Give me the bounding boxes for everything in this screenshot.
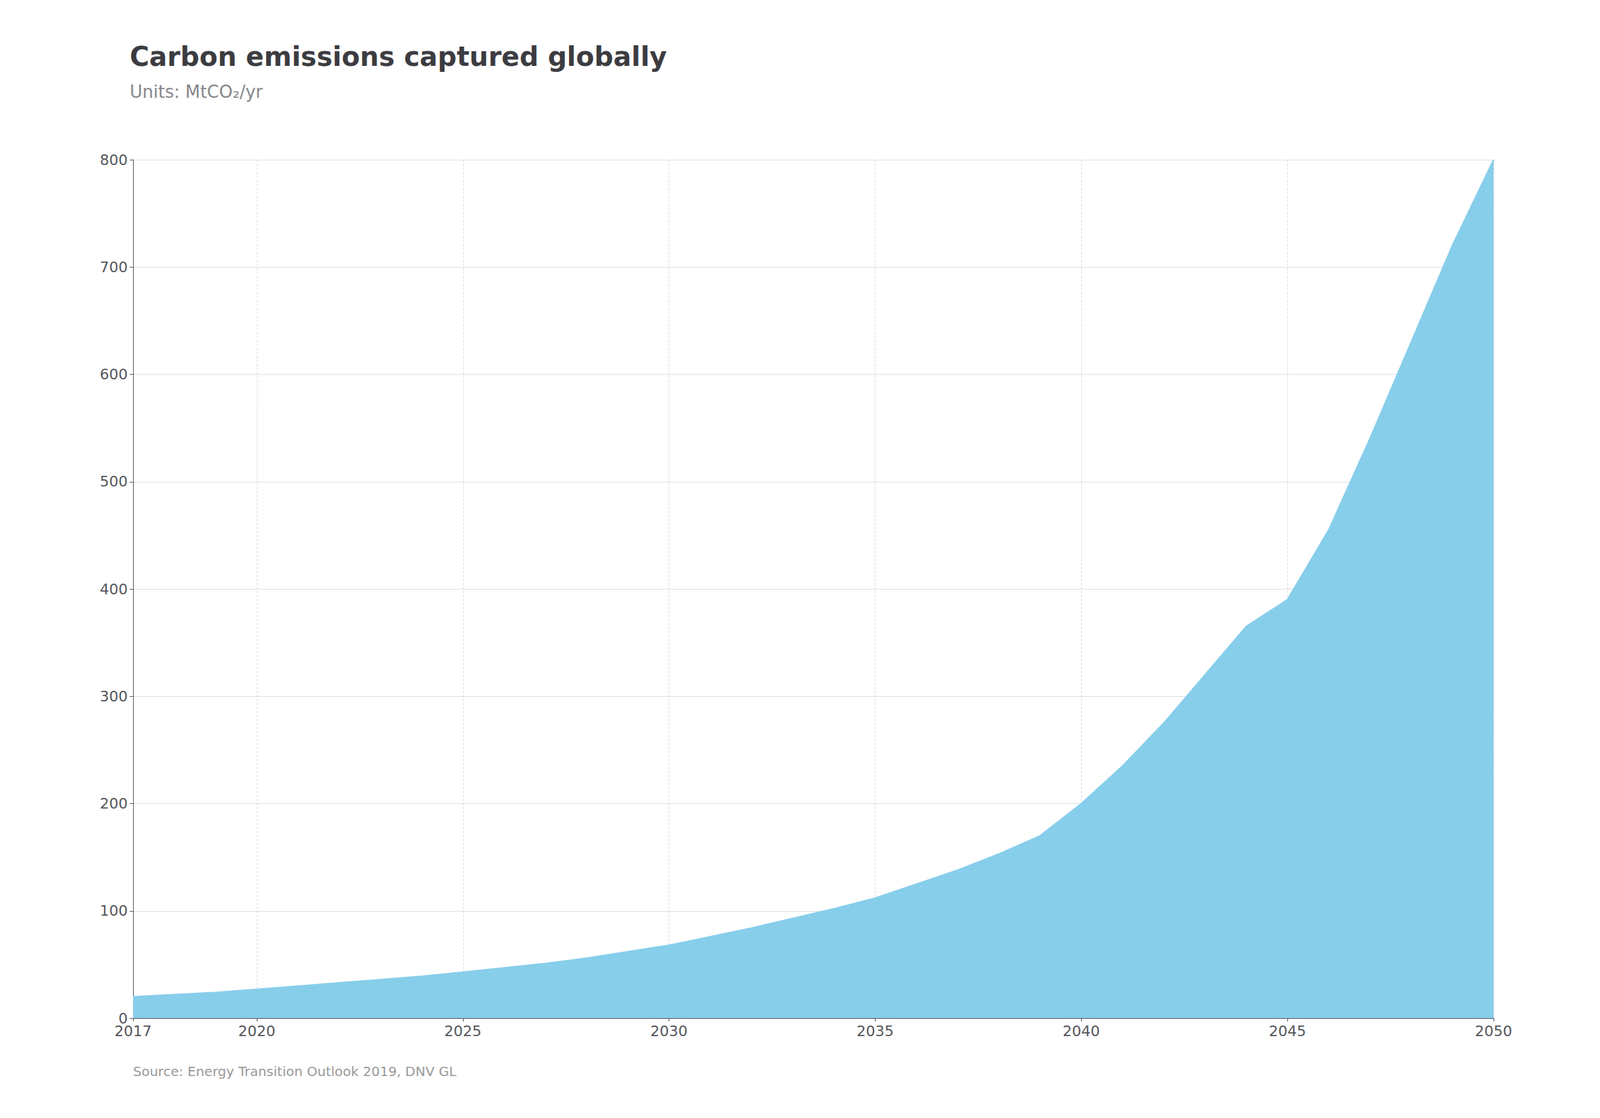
svg-text:2025: 2025 [444, 1022, 482, 1040]
svg-text:2045: 2045 [1268, 1022, 1306, 1040]
svg-text:2040: 2040 [1062, 1022, 1100, 1040]
svg-text:Carbon emissions captured glob: Carbon emissions captured globally [129, 41, 667, 72]
svg-text:800: 800 [99, 151, 128, 169]
svg-text:100: 100 [99, 902, 128, 919]
svg-text:500: 500 [99, 473, 128, 490]
svg-text:2020: 2020 [238, 1022, 276, 1040]
svg-text:0: 0 [118, 1009, 128, 1027]
svg-text:2050: 2050 [1474, 1022, 1513, 1040]
svg-text:600: 600 [99, 365, 128, 383]
svg-text:400: 400 [99, 580, 128, 598]
svg-text:200: 200 [99, 795, 128, 812]
svg-text:700: 700 [99, 258, 128, 276]
svg-text:300: 300 [99, 687, 128, 705]
svg-text:2017: 2017 [114, 1022, 152, 1040]
svg-text:2035: 2035 [856, 1022, 894, 1040]
svg-text:2030: 2030 [650, 1022, 688, 1040]
svg-text:Source: Energy Transition Outl: Source: Energy Transition Outlook 2019, … [133, 1063, 458, 1080]
svg-text:Units: MtCO₂/yr: Units: MtCO₂/yr [129, 81, 263, 102]
